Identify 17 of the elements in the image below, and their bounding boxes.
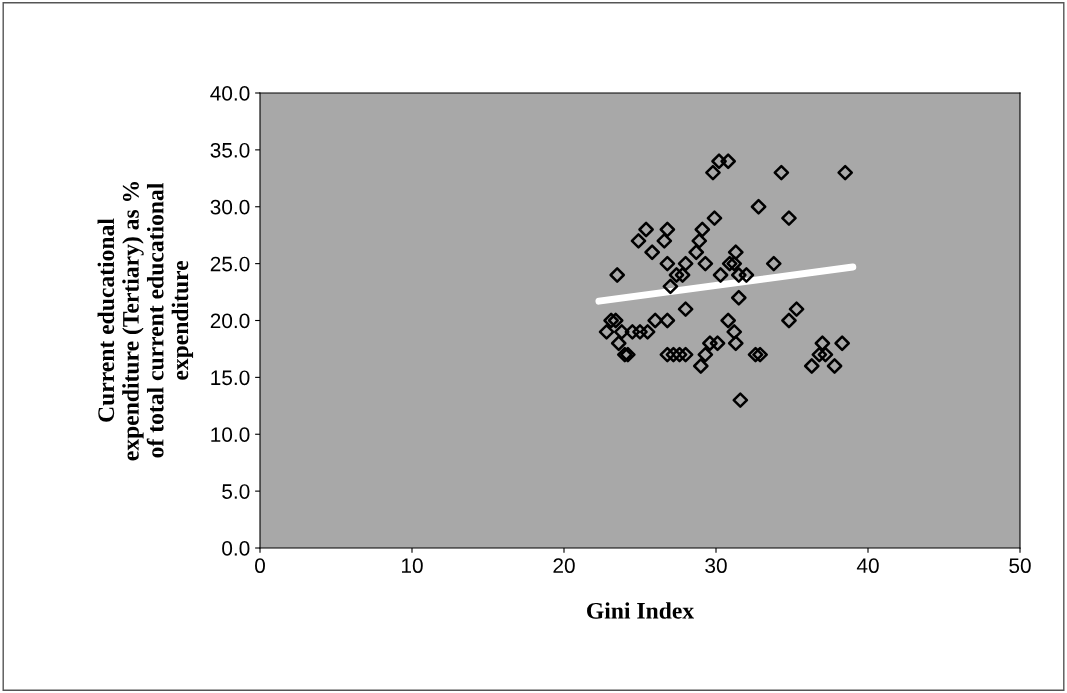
x-tick-label: 40: [856, 558, 879, 574]
y-tick-label: 20.0: [210, 313, 250, 329]
y-tick-label: 15.0: [211, 370, 250, 386]
x-axis-title: Gini Index: [587, 602, 694, 619]
y-tick-label: 0.0: [222, 541, 250, 556]
x-tick-label: 0: [255, 558, 265, 574]
y-tick-label: 5.0: [222, 484, 250, 499]
y-axis-title: Current educational expenditure (Tertiary) as % of total current educational expenditure: [97, 182, 194, 461]
x-tick-label: 20: [553, 558, 575, 574]
x-tick-label: 30: [705, 558, 727, 574]
y-tick-label: 35.0: [210, 142, 250, 158]
y-tick-label: 30.0: [210, 199, 250, 215]
y-tick-label: 10.0: [211, 427, 250, 442]
y-tick-label: 25.0: [210, 256, 250, 272]
y-tick-label: 40.0: [210, 86, 250, 101]
x-tick-label: 50: [1009, 558, 1031, 574]
x-tick-label: 10: [402, 558, 423, 574]
